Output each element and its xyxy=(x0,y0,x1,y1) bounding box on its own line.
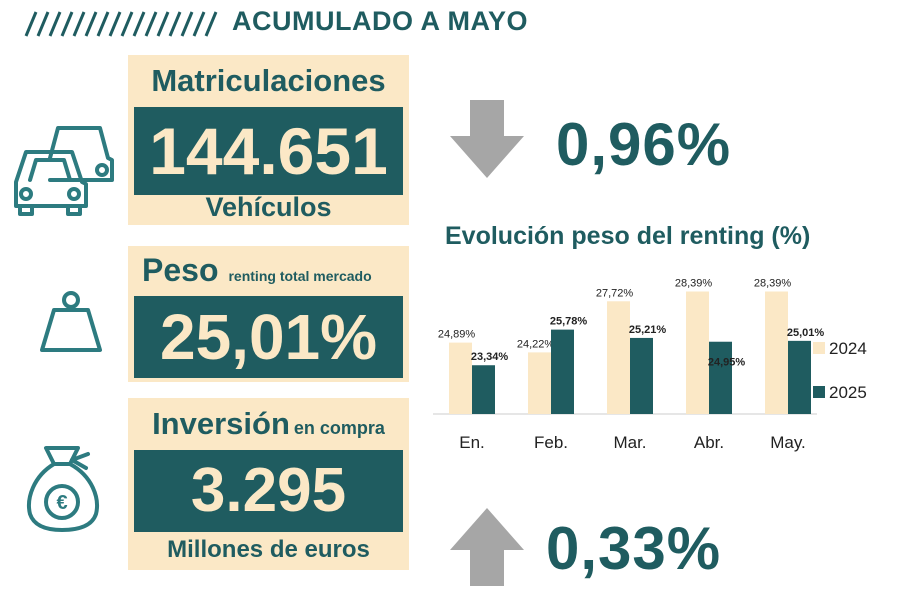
x-tick-label-3: Mar. xyxy=(613,433,646,452)
chart-legend: 2024 2025 xyxy=(813,339,867,402)
weight-icon xyxy=(40,291,102,352)
data-label-2024-1: 24,89% xyxy=(438,329,476,341)
data-label-2025-1: 23,34% xyxy=(471,351,509,363)
cars-icon xyxy=(14,126,114,216)
bar-2025-2 xyxy=(551,329,574,414)
investment-unit: Millones de euros xyxy=(167,536,370,563)
euro-symbol: € xyxy=(56,492,67,514)
investment-value: 3.295 xyxy=(134,450,403,532)
page-title: ACUMULADO A MAYO xyxy=(232,6,528,36)
arrow-down-icon xyxy=(450,100,524,178)
x-tick-label-1: En. xyxy=(459,433,485,452)
bar-2025-5 xyxy=(788,340,811,414)
legend-label-2025: 2025 xyxy=(829,383,867,402)
registrations-value: 144.651 xyxy=(134,107,403,195)
legend-label-2024: 2024 xyxy=(829,339,867,358)
bar-2024-2 xyxy=(528,352,551,414)
weight-card: Peso renting total mercado 25,01% xyxy=(128,246,409,382)
data-label-2024-3: 27,72% xyxy=(596,287,634,299)
bar-2024-5 xyxy=(765,291,788,414)
x-tick-label-5: May. xyxy=(770,433,806,452)
bar-2025-1 xyxy=(472,365,495,414)
registrations-card: Matriculaciones 144.651 Vehículos xyxy=(128,55,409,225)
registrations-unit: Vehículos xyxy=(205,192,332,222)
data-label-2025-2: 25,78% xyxy=(550,316,588,328)
legend-swatch-2025 xyxy=(813,386,825,398)
bar-2024-4 xyxy=(686,291,709,414)
x-tick-label-4: Abr. xyxy=(694,433,724,452)
investment-heading: Inversión en compra xyxy=(128,406,409,442)
weight-heading: Peso renting total mercado xyxy=(128,252,409,289)
investment-sublabel: en compra xyxy=(293,418,385,438)
header-stripes-decoration xyxy=(24,11,218,37)
legend-swatch-2024 xyxy=(813,342,825,354)
renting-weight-chart: 24,89% 23,34% En. 24,22% 25,78% Feb. 27,72% 25,… xyxy=(433,278,867,452)
x-tick-label-2: Feb. xyxy=(534,433,568,452)
bar-2024-3 xyxy=(607,301,630,414)
investment-card: Inversión en compra 3.295 Millones de eur… xyxy=(128,398,409,570)
weight-label: Peso xyxy=(142,252,219,288)
chart-title: Evolución peso del renting (%) xyxy=(445,222,811,250)
data-label-2025-5: 25,01% xyxy=(787,327,825,339)
data-label-2024-5: 28,39% xyxy=(754,278,792,290)
registrations-label: Matriculaciones xyxy=(151,63,386,98)
arrow-up-icon xyxy=(450,508,524,586)
bars-group: 24,89% 23,34% En. 24,22% 25,78% Feb. 27,72% 25,… xyxy=(438,278,825,452)
money-bag-icon: € xyxy=(27,446,99,532)
bar-2025-3 xyxy=(630,337,653,414)
data-label-2025-4: 24,95% xyxy=(708,357,746,369)
data-label-2024-2: 24,22% xyxy=(517,338,555,350)
weight-value: 25,01% xyxy=(134,296,403,378)
investment-label: Inversión xyxy=(152,406,290,441)
weight-sublabel: renting total mercado xyxy=(228,268,372,284)
registrations-change: 0,96% xyxy=(556,111,732,178)
bar-2024-1 xyxy=(449,342,472,414)
bar-2025-4 xyxy=(709,341,732,414)
data-label-2025-3: 25,21% xyxy=(629,324,667,336)
investment-change: 0,33% xyxy=(546,515,722,582)
data-label-2024-4: 28,39% xyxy=(675,278,713,290)
